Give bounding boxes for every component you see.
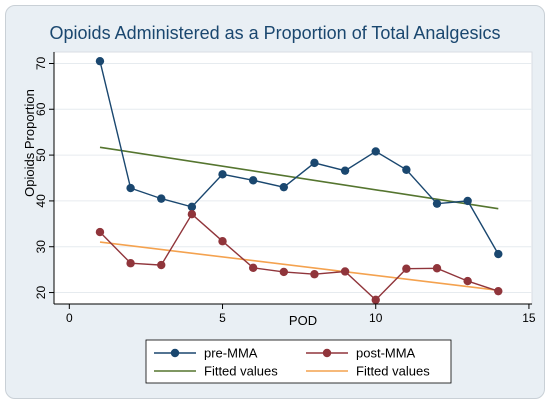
data-point (463, 276, 472, 286)
data-point (279, 267, 289, 277)
y-axis-title: Opioids Proportion (22, 89, 37, 197)
chart-svg: Opioids Administered as a Proportion of … (22, 23, 536, 384)
data-point (157, 194, 166, 203)
legend: pre-MMA post-MMA Fitted values Fitted value… (145, 339, 452, 384)
data-point (95, 56, 105, 66)
data-point (218, 237, 227, 246)
data-point (279, 182, 289, 192)
legend-label-2: Fitted values (204, 364, 278, 379)
series-lines (99, 61, 499, 301)
data-point (371, 295, 380, 305)
chart-title: Opioids Administered as a Proportion of … (50, 23, 501, 43)
x-axis-title: POD (289, 313, 317, 328)
data-point (126, 259, 135, 268)
series-markers (95, 56, 503, 305)
data-point (402, 264, 411, 273)
data-point (157, 260, 166, 270)
data-point (187, 202, 197, 212)
data-point (187, 209, 197, 219)
data-point (310, 158, 319, 168)
y-tick-label: 30 (34, 240, 48, 254)
data-point (126, 183, 135, 193)
chart-figure: Opioids Administered as a Proportion of … (5, 5, 545, 399)
y-tick-label: 40 (34, 194, 48, 208)
legend-key-marker-1 (322, 348, 332, 358)
x-tick-label: 0 (66, 311, 73, 325)
data-point (340, 166, 350, 175)
data-point (248, 176, 258, 185)
series-line-0 (99, 61, 499, 255)
legend-box (145, 339, 452, 384)
x-tick-label: 15 (522, 311, 536, 325)
data-point (340, 267, 350, 276)
fitted-line-3 (99, 241, 499, 292)
data-point (218, 170, 227, 179)
data-point (494, 286, 503, 296)
y-tick-label: 60 (34, 102, 48, 116)
data-point (402, 165, 411, 174)
x-tick-label: 5 (219, 311, 226, 325)
data-point (432, 264, 442, 273)
data-point (432, 199, 442, 208)
data-point (371, 147, 380, 156)
series-line-1 (99, 213, 499, 301)
data-point (494, 249, 503, 259)
y-tick-label: 50 (34, 148, 48, 162)
x-tick-label: 10 (369, 311, 383, 325)
legend-key-marker-0 (170, 348, 180, 358)
axes: 20 30 40 50 60 70 0 5 10 15 (34, 52, 536, 325)
legend-label-3: Fitted values (356, 364, 430, 379)
data-point (248, 263, 258, 273)
data-point (463, 196, 472, 206)
data-point (95, 227, 105, 237)
y-tick-label: 20 (34, 286, 48, 300)
data-point (310, 270, 319, 279)
legend-label-1: post-MMA (356, 346, 416, 361)
y-tick-label: 70 (34, 56, 48, 70)
legend-label-0: pre-MMA (204, 346, 258, 361)
